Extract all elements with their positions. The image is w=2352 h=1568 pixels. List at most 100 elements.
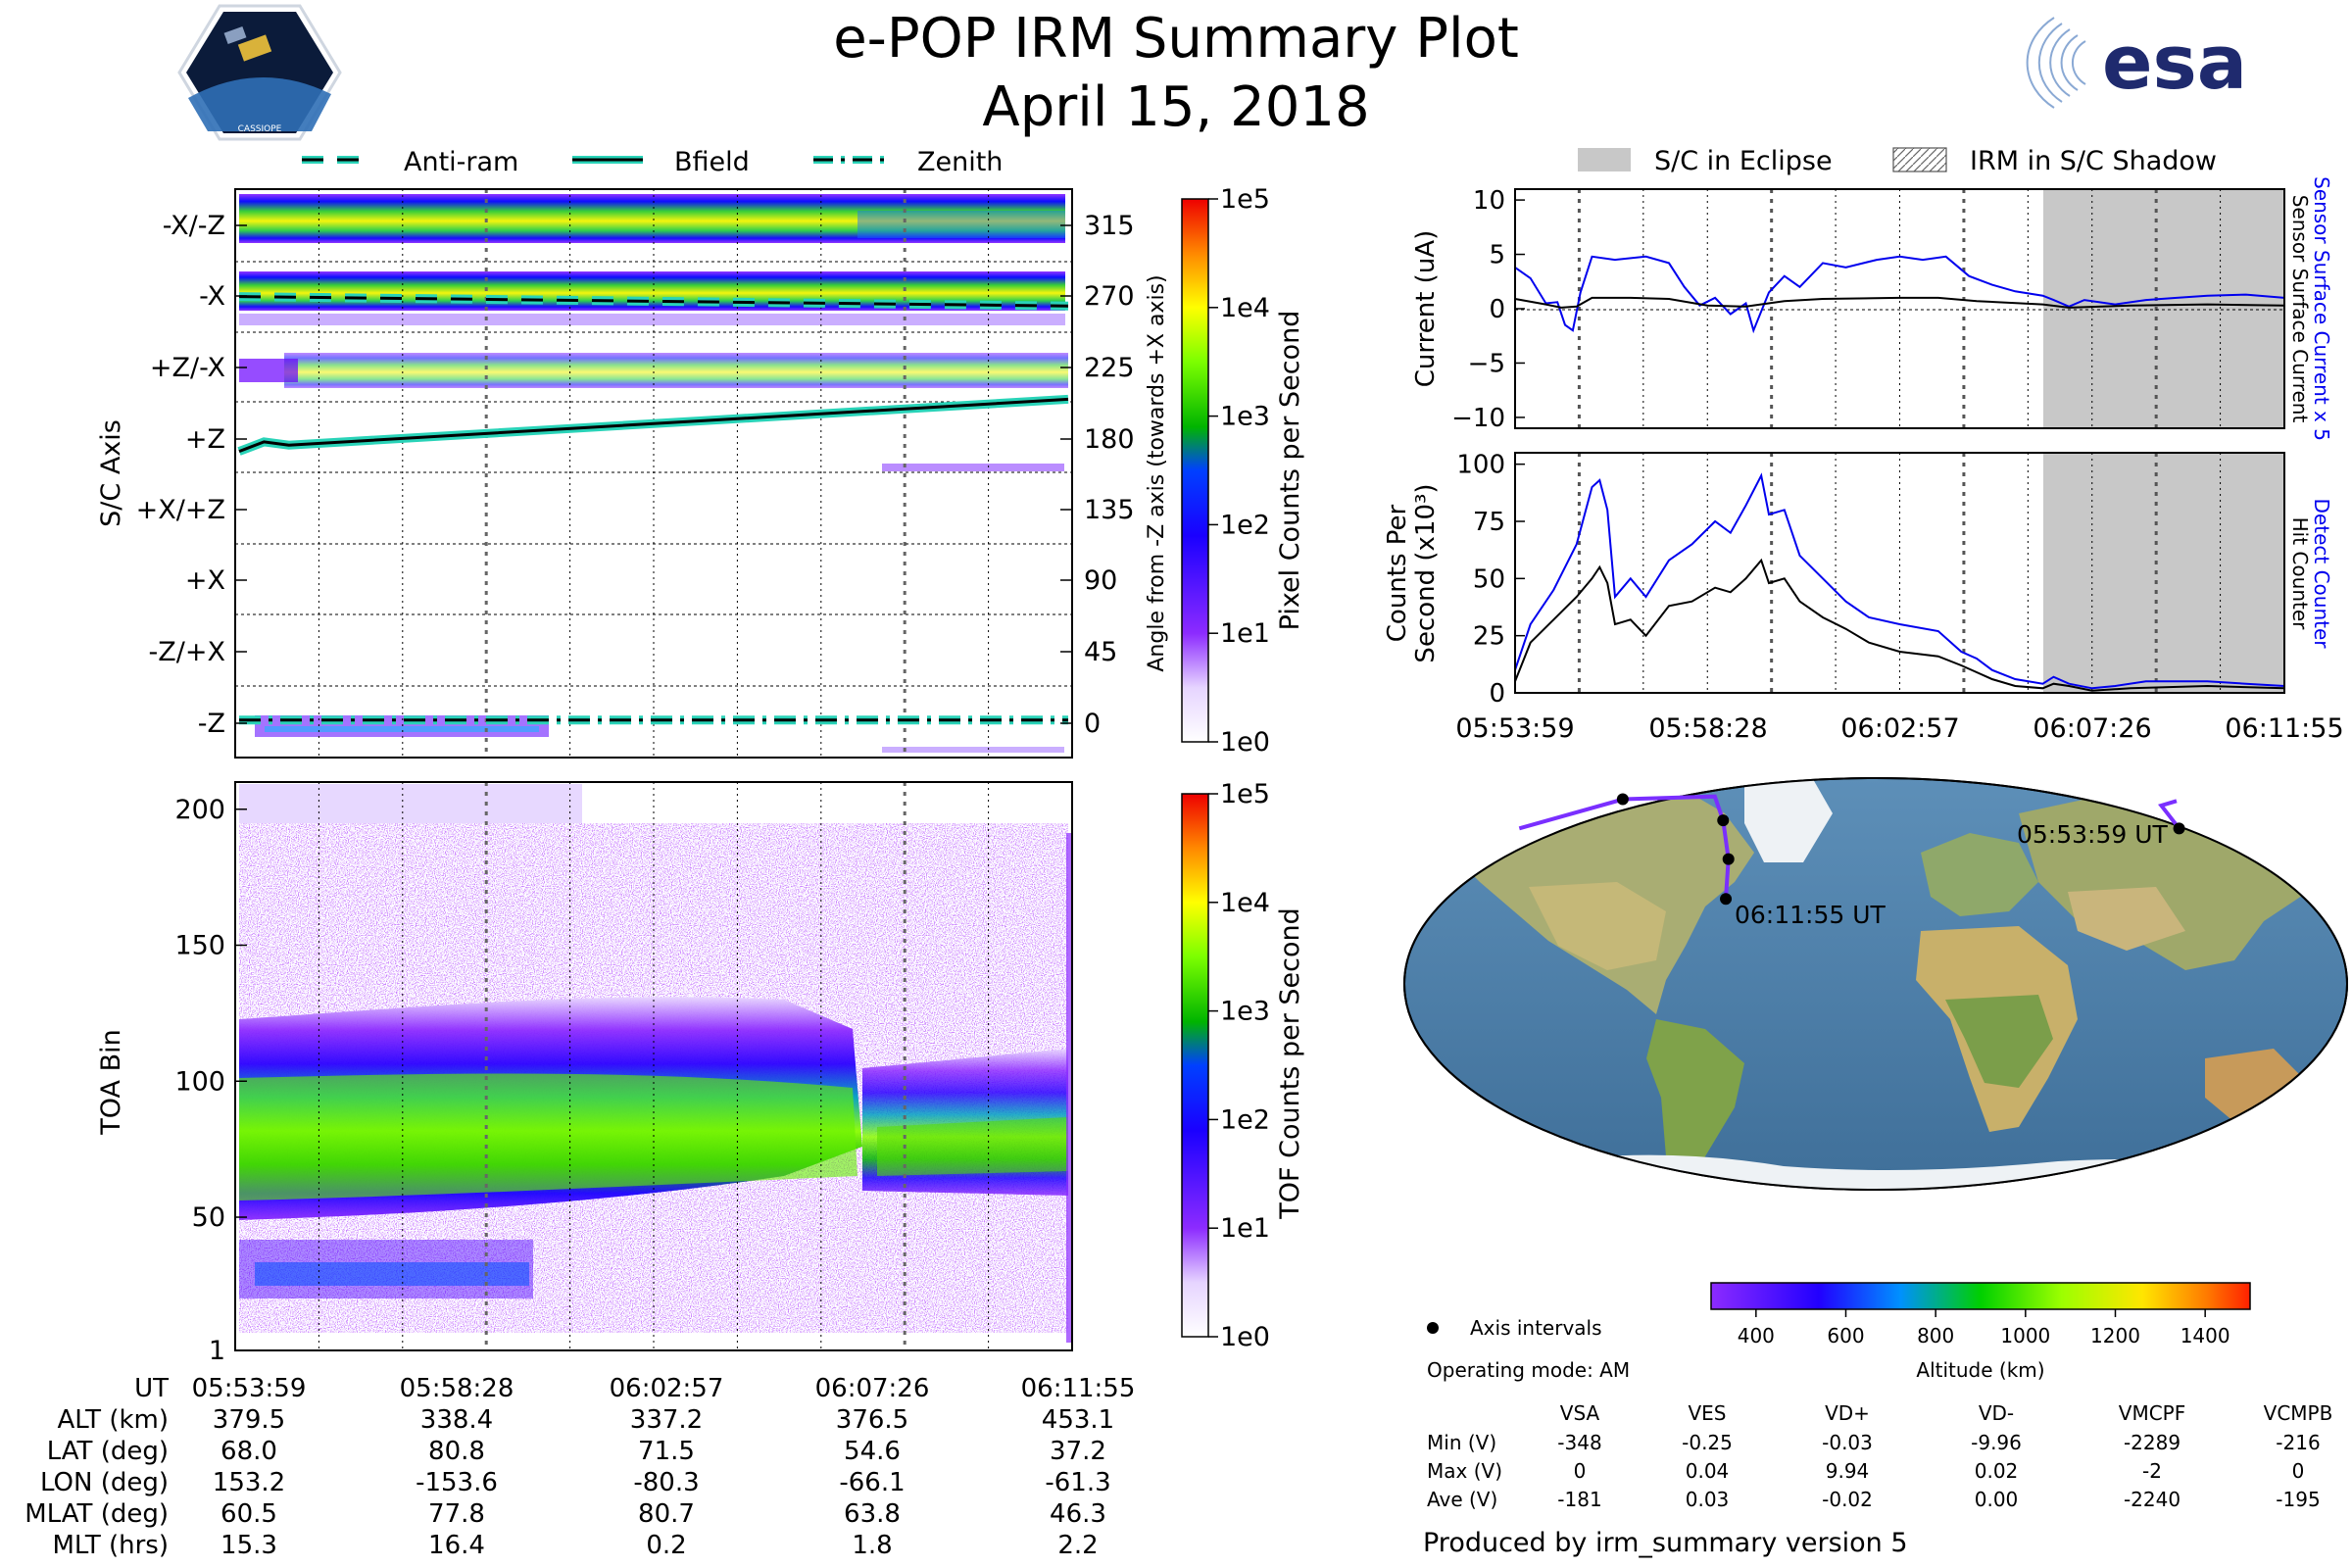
ephemeris-row-label: ALT (km)	[57, 1405, 169, 1435]
toa-grid	[318, 782, 990, 1350]
counts-right-label-2: Hit Counter	[2288, 517, 2312, 630]
axis-interval-point	[1720, 893, 1733, 906]
ephemeris-cell: -153.6	[416, 1468, 498, 1497]
series-hit-counter	[1514, 558, 2285, 692]
ephemeris-cell: 05:53:59	[192, 1374, 307, 1403]
ephemeris-cell: -80.3	[633, 1468, 699, 1497]
voltage-cell: 0.00	[1975, 1488, 2019, 1511]
map-land	[1404, 779, 2347, 1190]
pixel-colorbar: 1e0 1e1 1e2 1e3 1e4 1e5 Pixel Counts per Seco…	[1181, 184, 1305, 758]
ephemeris-cell: 06:02:57	[610, 1374, 724, 1403]
voltage-cell: -216	[2276, 1431, 2320, 1454]
orbit-track-main	[1518, 794, 1731, 900]
orbit-track-start	[2158, 799, 2181, 830]
axis-intervals-label: Axis intervals	[1470, 1316, 1602, 1340]
ytick-label: 5	[1489, 241, 1505, 270]
ytick-label: 25	[1473, 622, 1505, 652]
ytick-label: 50	[1473, 564, 1505, 594]
current-ylabel: Current (uA)	[1411, 230, 1441, 387]
counts-panel: 100 75 50 25 0 05:53:59 05:58:28 06:02:57 06:07…	[1383, 451, 2344, 744]
toa-heatmap	[239, 784, 1071, 1343]
colorbar-tick: 1e1	[1220, 1213, 1270, 1244]
ephemeris-cell: 80.7	[638, 1499, 695, 1529]
voltage-col-header: VSA	[1560, 1401, 1600, 1425]
operating-mode: Operating mode: AM	[1427, 1358, 1630, 1382]
axis-interval-point	[2173, 822, 2185, 835]
ephemeris-cell: 68.0	[220, 1437, 277, 1466]
angle-tick-label: 180	[1084, 424, 1135, 455]
logo-left-label: CASSIOPE	[238, 124, 282, 134]
altitude-tick: 1200	[2090, 1324, 2140, 1348]
ytick-label: 75	[1473, 508, 1505, 537]
legend-right: S/C in Eclipse IRM in S/C Shadow	[1578, 146, 2217, 176]
current-right-label-2: Sensor Surface Current	[2288, 195, 2312, 423]
ephemeris-cell: 1.8	[852, 1531, 892, 1560]
counts-series	[1514, 472, 2285, 692]
voltage-table: VSA VES VD+ VD- VMCPF VCMPB Min (V) -348 -0.25 -0…	[1427, 1401, 2332, 1511]
altitude-tick: 800	[1917, 1324, 1954, 1348]
legend-shadow: IRM in S/C Shadow	[1970, 146, 2217, 176]
counts-right-label-1: Detect Counter	[2310, 499, 2333, 650]
plot-date: April 15, 2018	[982, 75, 1369, 139]
ephemeris-cell: 153.2	[213, 1468, 285, 1497]
angle-tick-label: 90	[1084, 565, 1117, 596]
angle-tick-label: 225	[1084, 353, 1135, 383]
series-sensor-surface-current-x-5	[1514, 255, 2285, 334]
toa-ytick: 50	[192, 1202, 225, 1233]
ephemeris-cell: 2.2	[1057, 1531, 1098, 1560]
sc-axis-panel: -X/-Z -X +Z/-X +Z +X/+Z +X -Z/+X -Z 315 270 225 18…	[96, 188, 1169, 759]
ephemeris-cell: 379.5	[213, 1405, 285, 1435]
voltage-cell: -2	[2142, 1459, 2162, 1483]
sc-axis-label: -X	[199, 281, 225, 312]
ephemeris-table: UT 05:53:59 05:58:28 06:02:57 06:07:26 06:11:…	[24, 1374, 1135, 1560]
ephemeris-cell: 80.8	[428, 1437, 485, 1466]
sc-axis-label: +Z	[185, 424, 225, 455]
axis-interval-point	[1722, 853, 1735, 865]
voltage-cell: -181	[1557, 1488, 1601, 1511]
colorbar-tick: 1e1	[1220, 618, 1270, 649]
orbit-track	[1518, 793, 2185, 906]
voltage-cell: -195	[2276, 1488, 2320, 1511]
ytick-label: 10	[1473, 186, 1505, 216]
ephemeris-cell: 453.1	[1042, 1405, 1114, 1435]
altitude-colorbar-label: Altitude (km)	[1916, 1358, 2044, 1382]
legend-top: Anti-ram Bfield Zenith	[302, 147, 1003, 177]
ephemeris-cell: 46.3	[1050, 1499, 1106, 1529]
counts-ylabel-2: Second (x10³)	[1411, 483, 1441, 662]
ephemeris-row-label: MLAT (deg)	[24, 1499, 169, 1529]
voltage-col-header: VES	[1688, 1401, 1726, 1425]
toa-ytick: 150	[174, 931, 225, 961]
counts-yticks: 100 75 50 25 0	[1456, 451, 1525, 709]
voltage-row-label: Ave (V)	[1427, 1488, 1497, 1511]
current-right-label-1: Sensor Surface Current x 5	[2310, 176, 2333, 441]
sc-axis-ylabel: S/C Axis	[96, 419, 126, 527]
angle-tick-label: 135	[1084, 495, 1135, 525]
ephemeris-cell: 71.5	[638, 1437, 695, 1466]
legend-anti-ram: Anti-ram	[404, 147, 518, 177]
ephemeris-cell: 54.6	[844, 1437, 901, 1466]
logo-cassiope: CASSIOPE	[177, 4, 342, 141]
produced-by: Produced by irm_summary version 5	[1423, 1528, 1908, 1558]
voltage-cell: 0.04	[1686, 1459, 1730, 1483]
map-end-label: 06:11:55 UT	[1735, 901, 1886, 929]
sc-axis-label: +X	[185, 565, 225, 596]
pixel-colorbar-label: Pixel Counts per Second	[1275, 311, 1305, 631]
tof-colorbar: 1e0 1e1 1e2 1e3 1e4 1e5 TOF Counts per Second	[1181, 779, 1305, 1352]
sc-axis-grid	[318, 189, 990, 758]
tof-colorbar-label: TOF Counts per Second	[1275, 907, 1305, 1220]
voltage-col-header: VD-	[1979, 1401, 2014, 1425]
current-yticks: 10 5 0 −5 −10	[1451, 186, 1525, 433]
ephemeris-cell: 15.3	[220, 1531, 277, 1560]
ytick-label: −10	[1451, 404, 1505, 433]
voltage-cell: 0.02	[1975, 1459, 2019, 1483]
axis-interval-point	[1616, 793, 1629, 806]
voltage-col-header: VD+	[1825, 1401, 1870, 1425]
altitude-tick: 1400	[2180, 1324, 2230, 1348]
angle-tick-label: 270	[1084, 281, 1135, 312]
angle-tick-label: 315	[1084, 211, 1135, 241]
colorbar-tick: 1e2	[1220, 1104, 1270, 1135]
ephemeris-cell: 06:11:55	[1021, 1374, 1136, 1403]
